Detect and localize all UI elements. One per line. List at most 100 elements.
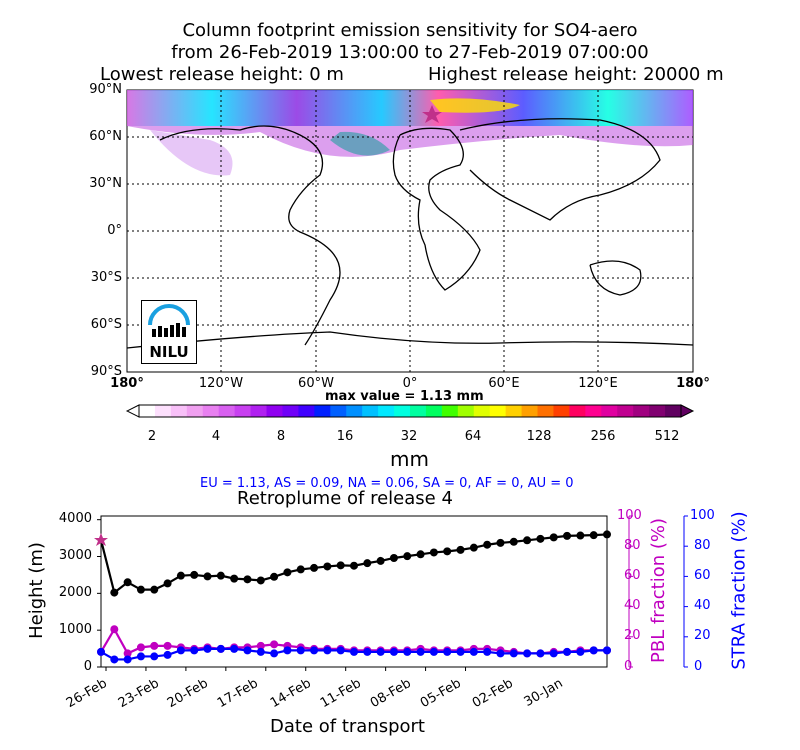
point-height [123,578,132,587]
point-stra [176,646,185,655]
figure-title-line1: Column footprint emission sensitivity fo… [182,20,638,41]
point-height [376,556,385,565]
point-stra [416,647,425,656]
point-height [403,552,412,561]
point-height [176,571,185,580]
colorbar-segment [521,405,539,417]
point-stra [576,647,585,656]
y-tick-label: 1000 [58,622,92,637]
colorbar-segment [346,405,363,417]
point-stra [136,652,145,661]
colorbar-segment [617,405,634,417]
point-height [496,538,505,547]
coast-asia [459,118,661,221]
point-stra [243,646,252,655]
point-stra [310,646,319,655]
colorbar-segment [425,405,443,417]
lon-label: 0° [402,376,418,391]
point-stra [97,647,105,656]
colorbar-segment [473,405,491,417]
point-pbl [270,640,279,649]
point-stra [483,647,492,656]
retroplume-chart [94,515,688,671]
pbl-axis-label: PBL fraction (%) [647,518,669,663]
region-fractions-text: EU = 1.13, AS = 0.09, NA = 0.06, SA = 0,… [200,476,574,491]
plot-frame [100,515,608,668]
point-height [216,571,225,580]
footprint-lobe-atlantic [330,131,390,156]
colorbar-segment [505,405,523,417]
point-stra [496,649,505,658]
point-stra [403,647,412,656]
point-stra [123,655,132,664]
point-stra [203,644,212,653]
colorbar-segment [441,405,459,417]
point-pbl [163,641,172,650]
colorbar-segment [362,405,379,417]
lat-label: 90°S [90,364,122,379]
colorbar-segment [298,405,315,417]
coast-americas [159,125,341,346]
max-value-label: max value = 1.13 mm [325,389,484,404]
point-height [536,534,545,543]
point-pbl [123,649,132,658]
point-pbl [110,625,119,634]
point-height [363,559,372,568]
point-stra [549,649,558,658]
coast-antarctica [126,331,694,349]
point-stra [363,647,372,656]
colorbar-segment [266,405,283,417]
point-height [589,531,598,540]
point-height [576,531,585,540]
colorbar-segment [282,405,299,417]
point-pbl [136,643,145,652]
lat-label: 60°N [89,129,122,144]
colorbar-segment [633,405,650,417]
colorbar-segment [234,405,252,417]
nilu-logo-text: NILU [149,343,189,361]
figure-title-line2: from 26-Feb-2019 13:00:00 to 27-Feb-2019… [171,42,649,63]
colorbar-segment [202,405,220,417]
point-height [389,553,398,562]
colorbar-segment [585,405,602,417]
colorbar-unit: mm [390,447,429,471]
stra-tick-label: 100 [690,508,715,523]
world-map [126,89,694,373]
point-height [509,537,518,546]
point-height [270,572,279,581]
point-stra [110,655,119,664]
colorbar-tick-label: 128 [526,429,552,444]
point-pbl [150,641,159,650]
colorbar-segment [314,405,331,417]
pbl-tick-label: 100 [617,508,642,523]
colorbar-segment [218,405,236,417]
point-height [350,561,358,570]
colorbar-outline [138,404,682,418]
point-stra [350,647,358,656]
colorbar-tick-label: 16 [336,429,354,444]
point-height [243,575,252,584]
pbl-tick-label: 40 [624,598,641,613]
y-tick-label: 3000 [58,548,92,563]
point-stra [563,647,572,656]
point-height [323,562,332,571]
release-site-star [422,105,442,123]
colorbar-tick-label: 2 [147,429,157,444]
lat-label: 60°S [90,317,122,332]
colorbar-segment [154,405,172,417]
point-height [523,536,532,545]
lon-label: 60°W [298,376,334,391]
point-stra [256,647,265,656]
pbl-tick-label: 0 [624,659,633,674]
colorbar-segment [457,405,475,417]
colorbar-segment [394,405,411,417]
point-height [563,531,572,540]
point-stra [336,646,345,655]
stra-axis-label: STRA fraction (%) [728,511,750,670]
colorbar-tick-label: 8 [276,429,286,444]
nilu-logo: NILU [141,300,197,364]
point-stra [270,649,279,658]
lat-label: 90°N [89,82,122,97]
lon-label: 120°W [198,376,244,391]
point-height [549,533,558,542]
